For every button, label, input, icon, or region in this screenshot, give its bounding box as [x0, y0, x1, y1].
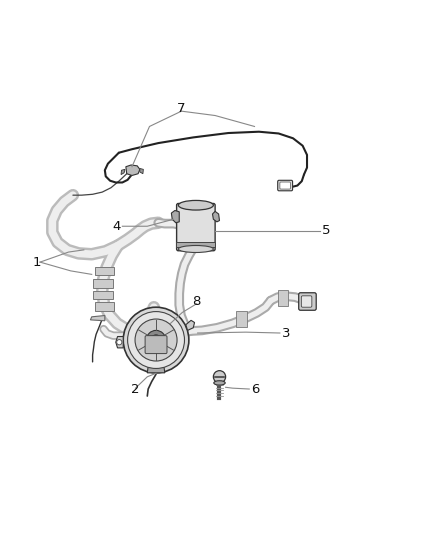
Polygon shape — [212, 212, 219, 222]
Polygon shape — [140, 168, 143, 174]
Polygon shape — [171, 211, 179, 223]
FancyBboxPatch shape — [277, 180, 292, 191]
Circle shape — [146, 330, 165, 350]
Polygon shape — [126, 165, 140, 175]
FancyBboxPatch shape — [298, 293, 315, 310]
Circle shape — [123, 307, 188, 373]
FancyBboxPatch shape — [279, 182, 290, 189]
Polygon shape — [236, 311, 246, 327]
Circle shape — [127, 312, 184, 368]
Text: 3: 3 — [281, 327, 290, 340]
Text: 4: 4 — [112, 220, 120, 233]
Polygon shape — [90, 316, 105, 321]
Ellipse shape — [178, 246, 213, 253]
Polygon shape — [185, 320, 194, 330]
Text: 6: 6 — [251, 383, 259, 395]
Text: 5: 5 — [321, 224, 330, 237]
Text: 2: 2 — [131, 383, 139, 397]
Ellipse shape — [213, 381, 225, 385]
Polygon shape — [93, 290, 113, 300]
Polygon shape — [147, 366, 164, 373]
Text: 1: 1 — [32, 256, 41, 269]
FancyBboxPatch shape — [176, 204, 215, 251]
Polygon shape — [121, 169, 125, 175]
Polygon shape — [116, 336, 123, 348]
FancyBboxPatch shape — [300, 296, 311, 307]
Circle shape — [135, 319, 177, 361]
FancyBboxPatch shape — [145, 336, 166, 353]
Polygon shape — [95, 266, 114, 275]
Circle shape — [150, 335, 161, 345]
Text: 8: 8 — [192, 295, 201, 308]
Ellipse shape — [178, 200, 213, 210]
Polygon shape — [175, 243, 215, 247]
Polygon shape — [93, 279, 113, 287]
Polygon shape — [277, 290, 288, 306]
Text: 7: 7 — [177, 102, 185, 116]
Circle shape — [117, 340, 122, 345]
Polygon shape — [95, 302, 114, 311]
Circle shape — [213, 370, 225, 383]
